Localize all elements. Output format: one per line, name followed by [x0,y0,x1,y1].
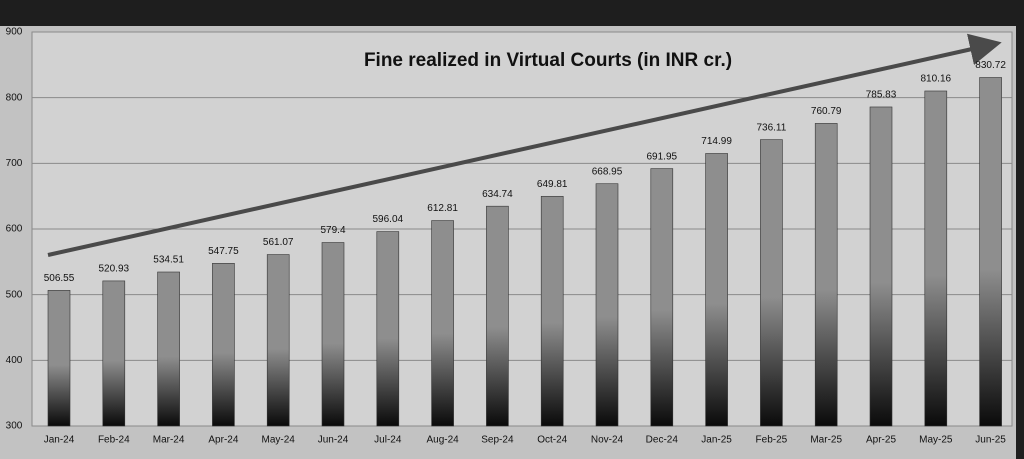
x-tick-label: Dec-24 [646,435,679,446]
bar [595,183,619,427]
x-tick-label: Jan-24 [44,435,75,446]
bar [924,90,948,427]
value-label: 520.93 [99,264,130,275]
x-tick-label: Feb-24 [98,435,130,446]
value-label: 561.07 [263,237,294,248]
bar [869,106,893,427]
bar [102,280,126,427]
y-tick-label: 600 [6,224,23,235]
bar [157,271,180,427]
x-tick-label: Mar-24 [153,435,185,446]
bar [540,195,564,427]
x-tick-label: Jun-25 [975,435,1006,446]
x-tick-label: Jun-24 [318,435,349,446]
value-label: 668.95 [592,166,623,177]
x-tick-label: Apr-24 [208,435,238,446]
x-tick-label: Oct-24 [537,435,567,446]
value-label: 736.11 [756,122,786,133]
y-tick-label: 700 [6,158,23,169]
x-tick-label: Apr-25 [866,435,896,446]
y-tick-label: 300 [6,421,23,432]
chart-title: Fine realized in Virtual Courts (in INR … [364,50,732,71]
value-label: 760.79 [811,106,842,117]
bar [321,242,345,427]
value-label: 596.04 [373,214,404,225]
bar [376,231,400,427]
value-label: 714.99 [701,136,732,147]
x-tick-label: Jul-24 [374,435,402,446]
bar [486,205,509,427]
bar [212,263,235,427]
value-label: 830.72 [975,60,1006,71]
x-tick-label: Jan-25 [701,435,732,446]
bar [431,220,454,427]
x-tick-label: May-24 [262,435,296,446]
value-label: 785.83 [866,90,897,101]
value-label: 612.81 [427,203,458,214]
bar [266,254,290,427]
top-band [0,0,1024,26]
value-label: 634.74 [482,189,513,200]
y-tick-label: 400 [6,355,23,366]
bar [979,77,1002,427]
x-tick-label: Sep-24 [481,435,514,446]
x-tick-label: Aug-24 [426,435,459,446]
x-tick-label: Feb-25 [756,435,788,446]
value-label: 534.51 [153,255,184,266]
value-label: 547.75 [208,246,239,257]
y-tick-label: 500 [6,289,23,300]
bar [650,168,674,427]
x-tick-label: May-25 [919,435,953,446]
value-label: 579.4 [320,225,345,236]
value-label: 810.16 [921,74,952,85]
y-tick-label: 800 [6,92,23,103]
bar [814,123,838,427]
bar [705,153,728,427]
x-tick-label: Mar-25 [810,435,842,446]
value-label: 691.95 [647,151,678,162]
y-tick-label: 900 [6,27,23,38]
value-label: 649.81 [537,179,568,190]
value-label: 506.55 [44,273,75,284]
bar [47,290,71,427]
bar [760,139,783,427]
x-tick-label: Nov-24 [591,435,624,446]
trend-arrow [47,33,1002,257]
